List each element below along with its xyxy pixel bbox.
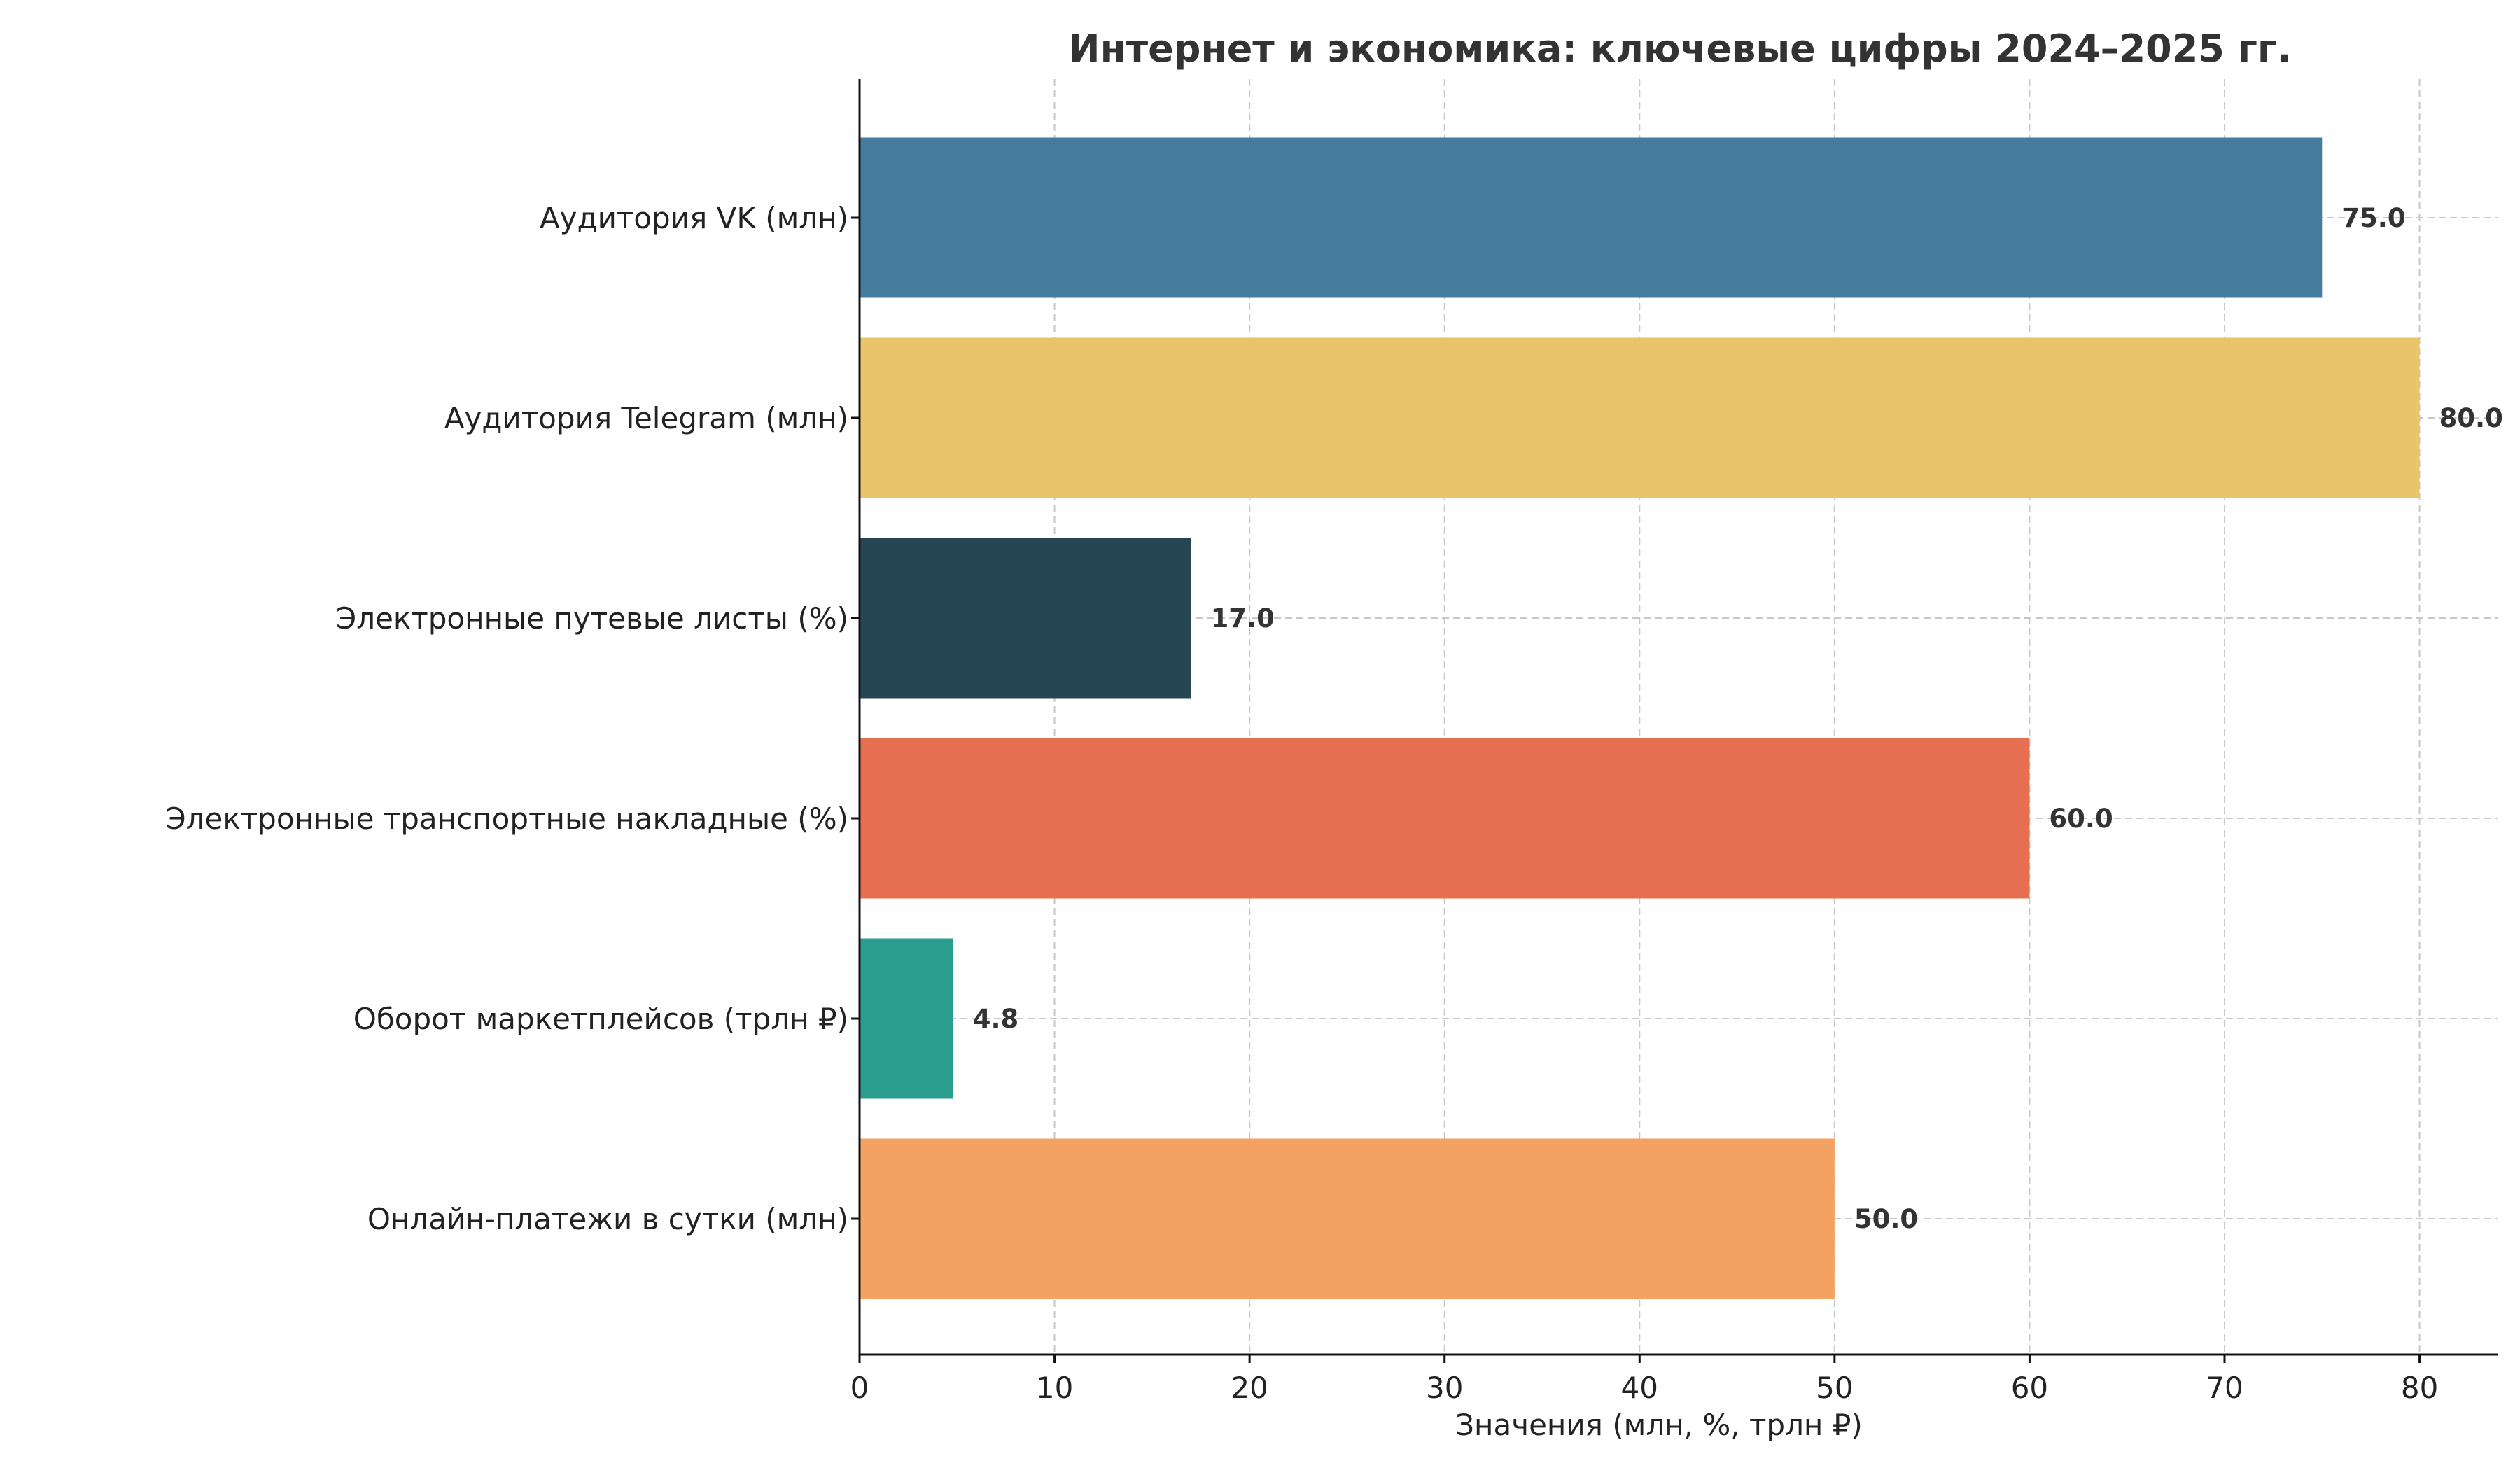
category-label: Электронные транспортные накладные (%) xyxy=(165,802,848,836)
category-labels: Аудитория VK (млн) Аудитория Telegram (мл… xyxy=(165,201,860,1236)
bar xyxy=(860,337,2420,498)
x-tick-label: 10 xyxy=(1036,1371,1073,1405)
category-label: Оборот маркетплейсов (трлн ₽) xyxy=(354,1002,848,1036)
x-tick-label: 30 xyxy=(1426,1371,1463,1405)
x-tick-label: 0 xyxy=(850,1371,869,1405)
bar xyxy=(860,938,953,1099)
x-tick-label: 50 xyxy=(1816,1371,1853,1405)
bar xyxy=(860,538,1191,699)
category-label: Аудитория Telegram (млн) xyxy=(444,401,848,435)
category-label: Онлайн-платежи в сутки (млн) xyxy=(368,1202,848,1236)
value-label: 75.0 xyxy=(2342,203,2405,233)
category-label: Электронные путевые листы (%) xyxy=(336,601,848,636)
bar xyxy=(860,1138,1835,1299)
bar xyxy=(860,137,2323,298)
value-label: 4.8 xyxy=(973,1004,1019,1034)
x-tick-label: 60 xyxy=(2011,1371,2048,1405)
x-tick-label: 80 xyxy=(2401,1371,2438,1405)
bars: 75.0 80.0 17.0 60.0 4.8 50.0 xyxy=(860,137,2503,1299)
category-label: Аудитория VK (млн) xyxy=(540,201,848,235)
x-axis-label: Значения (млн, %, трлн ₽) xyxy=(1455,1408,1863,1442)
value-label: 80.0 xyxy=(2440,403,2503,433)
x-tick-label: 20 xyxy=(1231,1371,1268,1405)
value-label: 50.0 xyxy=(1854,1204,1918,1234)
value-label: 60.0 xyxy=(2049,804,2113,834)
x-ticks: 0 10 20 30 40 50 60 70 80 xyxy=(850,1354,2438,1405)
x-tick-label: 40 xyxy=(1621,1371,1658,1405)
bar xyxy=(860,738,2030,899)
chart-title: Интернет и экономика: ключевые цифры 202… xyxy=(1068,27,2291,71)
x-tick-label: 70 xyxy=(2206,1371,2243,1405)
value-label: 17.0 xyxy=(1211,603,1275,634)
